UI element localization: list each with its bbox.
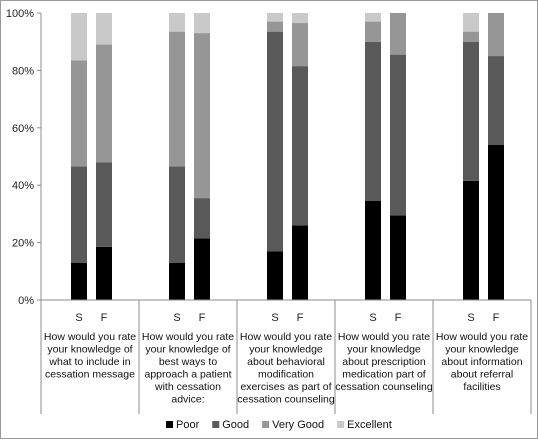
- bar-segment-good: [169, 166, 185, 263]
- bar-segment-excellent: [96, 13, 112, 45]
- bar-label: F: [297, 312, 304, 324]
- bar-segment-good: [390, 54, 406, 216]
- legend-swatch: [337, 421, 345, 428]
- y-axis: 0% 20% 40% 60% 80% 100%: [6, 8, 42, 307]
- bar-segment-excellent: [71, 13, 87, 61]
- bar-segment-very-good: [463, 31, 479, 42]
- bar-segment-poor: [267, 251, 283, 300]
- bar-segment-poor: [365, 200, 381, 300]
- category-label-line: what to include in: [48, 356, 130, 368]
- bar-segment-poor: [488, 145, 504, 300]
- bar-label: F: [395, 312, 402, 324]
- bar-segment-excellent: [267, 13, 283, 22]
- bar-segment-poor: [194, 238, 210, 300]
- category-label-line: How would you rate: [44, 331, 136, 343]
- category-label-line: approach a patient: [145, 369, 232, 381]
- bar-segment-poor: [292, 225, 308, 300]
- bars: [71, 13, 504, 300]
- legend-label: Good: [222, 419, 249, 431]
- bar-segment-very-good: [267, 21, 283, 32]
- bar-segment-good: [292, 66, 308, 226]
- legend: Poor Good Very Good Excellent: [166, 419, 392, 431]
- bar-segment-good: [267, 31, 283, 252]
- category-label-line: medication part of: [342, 369, 426, 381]
- bar-segment-poor: [463, 180, 479, 300]
- bar-segment-good: [194, 198, 210, 239]
- bar-segment-very-good: [488, 13, 504, 57]
- category-label-line: facilities: [463, 381, 500, 393]
- bar-label: S: [173, 312, 180, 324]
- category-label-line: How would you rate: [338, 331, 430, 343]
- category-label-line: your knowledge: [347, 344, 421, 356]
- category-label-line: your knowledge of: [145, 344, 230, 356]
- bar-label: F: [101, 312, 108, 324]
- bar-segment-good: [71, 166, 87, 263]
- legend-label: Poor: [176, 419, 200, 431]
- bar-segment-very-good: [390, 13, 406, 55]
- category-label-line: How would you rate: [142, 331, 234, 343]
- bar-segment-very-good: [71, 60, 87, 167]
- bar-label: F: [493, 312, 500, 324]
- category-label-line: about behavioral: [247, 356, 325, 368]
- legend-label: Excellent: [347, 419, 392, 431]
- category-label-line: exercises as part of: [240, 381, 331, 393]
- bar-label: S: [271, 312, 278, 324]
- y-tick-label: 80%: [12, 65, 34, 77]
- category-label-line: How would you rate: [240, 331, 332, 343]
- y-tick-label: 100%: [6, 8, 34, 20]
- bar-segment-very-good: [365, 21, 381, 42]
- bar-segment-very-good: [292, 23, 308, 67]
- bar-segment-good: [365, 41, 381, 201]
- bar-label: S: [467, 312, 474, 324]
- bar-segment-good: [463, 41, 479, 181]
- y-tick-label: 20%: [12, 238, 34, 250]
- bar-segment-excellent: [365, 13, 381, 22]
- bar-segment-very-good: [169, 31, 185, 167]
- bar-segment-poor: [390, 215, 406, 300]
- bar-label: F: [199, 312, 206, 324]
- bar-segment-poor: [169, 262, 185, 300]
- category-label-line: modification: [258, 369, 314, 381]
- category-label-line: your knowledge of: [47, 344, 132, 356]
- category-label-line: about information: [441, 356, 522, 368]
- bar-segment-excellent: [463, 13, 479, 32]
- y-tick-label: 60%: [12, 123, 34, 135]
- bar-label: S: [369, 312, 376, 324]
- y-tick-label: 0%: [18, 295, 34, 307]
- category-label-line: about prescription: [342, 356, 426, 368]
- bar-segment-excellent: [194, 13, 210, 34]
- legend-swatch: [212, 421, 220, 428]
- bar-segment-very-good: [194, 33, 210, 199]
- category-label-line: about referral: [451, 369, 513, 381]
- category-label-line: cessation counseling: [237, 394, 335, 406]
- category-label-line: cessation counseling: [335, 381, 433, 393]
- category-label-line: best ways to: [159, 356, 218, 368]
- bar-segment-good: [96, 162, 112, 247]
- bar-label: S: [75, 312, 82, 324]
- bar-segment-excellent: [169, 13, 185, 32]
- legend-label: Very Good: [272, 419, 324, 431]
- category-label-line: with cessation: [154, 381, 221, 393]
- category-label-line: How would you rate: [436, 331, 528, 343]
- bar-segment-poor: [71, 262, 87, 300]
- y-tick-label: 40%: [12, 180, 34, 192]
- bar-segment-very-good: [96, 44, 112, 163]
- category-label-line: cessation message: [45, 369, 135, 381]
- category-label-line: your knowledge: [445, 344, 519, 356]
- bar-segment-poor: [96, 246, 112, 300]
- category-label-line: advice:: [171, 394, 204, 406]
- bar-segment-good: [488, 56, 504, 146]
- legend-swatch: [166, 421, 173, 428]
- bar-segment-excellent: [292, 13, 308, 24]
- legend-swatch: [262, 421, 270, 428]
- category-label-line: your knowledge: [249, 344, 323, 356]
